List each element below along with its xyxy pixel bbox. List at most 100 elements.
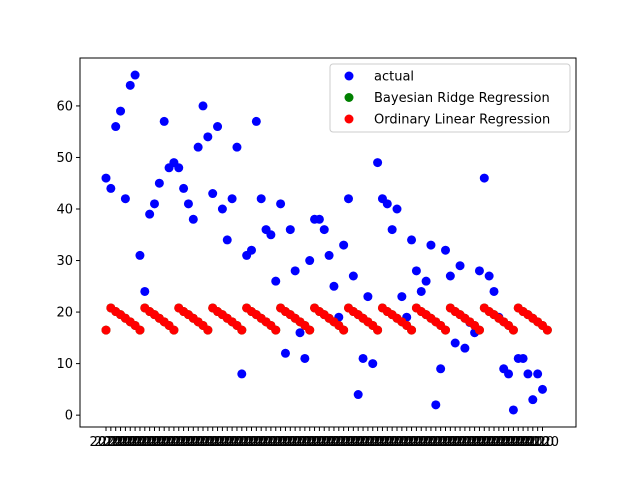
x-tick-label: 2020	[502, 435, 535, 450]
point	[237, 325, 247, 335]
x-tick-label: 2020	[516, 435, 549, 450]
x-tick-label: 2020	[429, 435, 462, 450]
x-tick-label: 2020	[385, 435, 418, 450]
x-tick-label: 2020	[138, 435, 171, 450]
point	[344, 194, 353, 204]
x-tick-label: 2020	[283, 435, 316, 450]
x-tick-label: 2020	[444, 435, 477, 450]
x-tick-label: 2020	[206, 435, 239, 450]
point	[271, 276, 281, 286]
x-tick-label: 2020	[395, 435, 428, 450]
x-tick-label: 2020	[104, 435, 137, 450]
point	[169, 325, 179, 335]
point	[411, 266, 421, 276]
point	[538, 384, 547, 394]
legend-box	[329, 63, 571, 133]
x-tick-label: 2020	[216, 435, 249, 450]
x-tick-label: 2020	[225, 435, 258, 450]
x-tick-label: 2020	[332, 435, 365, 450]
point	[441, 245, 450, 255]
point	[373, 325, 383, 335]
point	[397, 292, 407, 302]
x-tick-label: 2020	[434, 435, 467, 450]
y-tick-label: 40	[56, 203, 73, 218]
x-tick-label: 2020	[492, 435, 525, 450]
x-tick-label: 2020	[511, 435, 544, 450]
x-tick-label: 2020	[526, 435, 559, 450]
x-tick-label: 2020	[123, 435, 156, 450]
point	[479, 173, 489, 183]
point	[431, 400, 441, 410]
point	[106, 183, 116, 193]
x-tick-label: 2020	[254, 435, 287, 450]
point	[154, 178, 164, 188]
point	[237, 369, 247, 379]
point	[256, 194, 266, 204]
x-tick-label: 2020	[414, 435, 447, 450]
point	[523, 369, 533, 379]
plot-frame	[79, 57, 577, 428]
point	[300, 353, 310, 363]
x-tick-label: 2020	[230, 435, 263, 450]
x-tick-label: 2020	[482, 435, 515, 450]
data-points	[101, 70, 552, 415]
point	[450, 338, 460, 348]
x-tick-label: 2020	[497, 435, 530, 450]
x-tick-label: 2020	[400, 435, 433, 450]
legend-label: Bayesian Ridge Regression	[374, 91, 550, 106]
point	[276, 199, 286, 209]
x-tick-label: 2020	[376, 435, 409, 450]
x-tick-label: 2020	[250, 435, 283, 450]
point	[407, 235, 417, 245]
point	[120, 194, 130, 204]
x-tick-label: 2020	[303, 435, 336, 450]
point	[426, 240, 436, 250]
point	[455, 261, 465, 271]
point	[518, 353, 528, 363]
x-tick-label: 2020	[153, 435, 186, 450]
x-tick-label: 2020	[162, 435, 195, 450]
x-tick-label: 2020	[347, 435, 380, 450]
x-tick-label: 2020	[380, 435, 413, 450]
point	[290, 266, 300, 276]
x-tick-label: 2020	[293, 435, 326, 450]
point	[421, 276, 431, 286]
point	[295, 328, 305, 338]
y-tick-label: 20	[56, 306, 73, 321]
x-tick-label: 2020	[322, 435, 355, 450]
legend-label: actual	[374, 70, 414, 85]
x-tick-label: 2020	[177, 435, 210, 450]
point	[319, 225, 329, 235]
point	[358, 353, 368, 363]
point	[135, 325, 145, 335]
x-tick-label: 2020	[317, 435, 350, 450]
point	[445, 271, 455, 281]
x-tick-label: 2020	[356, 435, 389, 450]
x-tick-label: 2020	[201, 435, 234, 450]
point	[116, 106, 126, 116]
x-tick-label: 2020	[458, 435, 491, 450]
x-tick-label: 2020	[245, 435, 278, 450]
x-tick-label: 2020	[274, 435, 307, 450]
point	[508, 405, 518, 415]
legend-marker	[344, 114, 354, 124]
point	[474, 266, 484, 276]
point	[329, 281, 339, 291]
point	[183, 199, 193, 209]
x-tick-label: 2020	[186, 435, 219, 450]
y-tick-label: 10	[56, 357, 73, 372]
point	[227, 194, 237, 204]
x-tick-label: 2020	[351, 435, 384, 450]
point	[125, 80, 135, 90]
point	[324, 250, 334, 260]
y-tick-label: 30	[56, 254, 73, 269]
y-axis: 0 10 20 30 40 50 60	[56, 99, 80, 424]
point	[407, 325, 417, 335]
x-tick-label: 2020	[148, 435, 181, 450]
x-tick-label: 2020	[361, 435, 394, 450]
point	[460, 343, 470, 353]
x-tick-label: 2020	[269, 435, 302, 450]
point	[416, 286, 426, 296]
point	[198, 101, 208, 111]
